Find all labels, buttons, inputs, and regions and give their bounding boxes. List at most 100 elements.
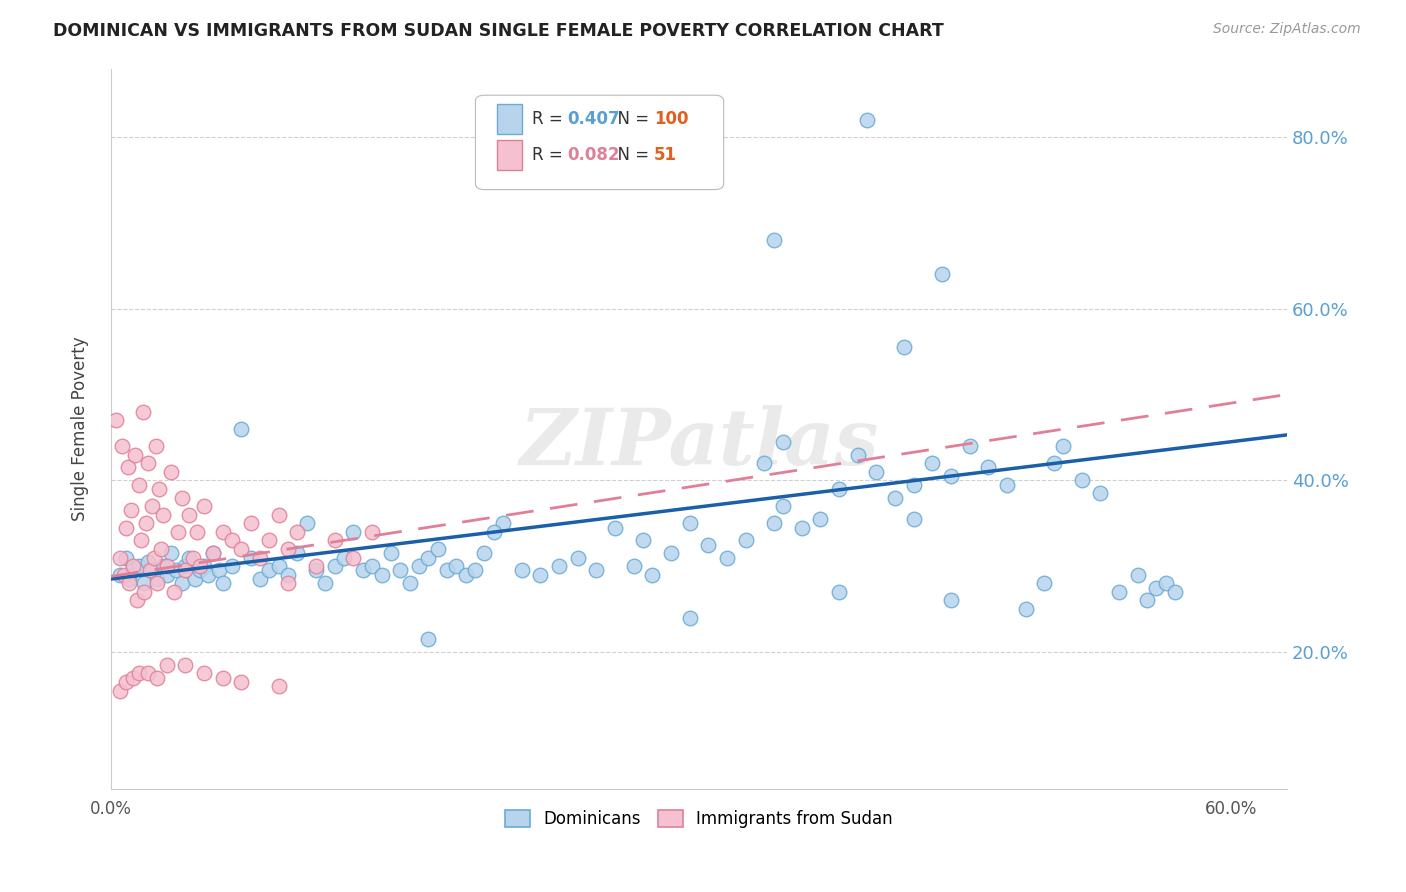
Point bbox=[482, 524, 505, 539]
Point bbox=[603, 520, 626, 534]
Point bbox=[418, 632, 440, 646]
Point bbox=[1070, 474, 1092, 488]
Point bbox=[959, 439, 981, 453]
Point bbox=[408, 559, 430, 574]
Point bbox=[174, 564, 197, 578]
FancyBboxPatch shape bbox=[475, 95, 724, 190]
Point bbox=[389, 564, 412, 578]
Point bbox=[305, 564, 328, 578]
Point bbox=[108, 550, 131, 565]
Point bbox=[114, 675, 136, 690]
Point bbox=[846, 448, 869, 462]
Point bbox=[186, 524, 208, 539]
Point bbox=[211, 576, 233, 591]
Point bbox=[342, 550, 364, 565]
Point bbox=[716, 550, 738, 565]
Point bbox=[231, 422, 253, 436]
Point bbox=[267, 559, 290, 574]
Point bbox=[277, 541, 299, 556]
Point bbox=[202, 546, 225, 560]
Point bbox=[808, 512, 831, 526]
Point bbox=[193, 666, 215, 681]
Point bbox=[631, 533, 654, 548]
Point bbox=[772, 434, 794, 449]
Point bbox=[295, 516, 318, 531]
Point bbox=[112, 567, 135, 582]
Point bbox=[977, 460, 1000, 475]
Point bbox=[193, 559, 215, 574]
Point bbox=[156, 657, 179, 672]
Point bbox=[146, 572, 169, 586]
Point bbox=[659, 546, 682, 560]
Point bbox=[146, 576, 169, 591]
Point bbox=[118, 572, 141, 586]
Point bbox=[146, 671, 169, 685]
Point bbox=[202, 546, 225, 560]
Point bbox=[170, 576, 193, 591]
Point bbox=[221, 533, 243, 548]
Point bbox=[884, 491, 907, 505]
Point bbox=[167, 524, 190, 539]
Point bbox=[124, 448, 146, 462]
Point bbox=[678, 610, 700, 624]
Point bbox=[111, 439, 134, 453]
Point bbox=[903, 512, 925, 526]
Point bbox=[105, 413, 128, 427]
Point bbox=[141, 499, 163, 513]
Point bbox=[939, 469, 962, 483]
Point bbox=[1108, 585, 1130, 599]
Point bbox=[231, 541, 253, 556]
Point bbox=[828, 482, 851, 496]
Point bbox=[156, 559, 179, 574]
Point bbox=[142, 550, 165, 565]
Point bbox=[903, 477, 925, 491]
Point bbox=[249, 572, 271, 586]
Point bbox=[323, 533, 346, 548]
Text: N =: N = bbox=[607, 110, 655, 128]
Point bbox=[114, 550, 136, 565]
Point bbox=[772, 499, 794, 513]
Point bbox=[398, 576, 420, 591]
Point bbox=[108, 567, 131, 582]
Point bbox=[472, 546, 495, 560]
Point bbox=[464, 564, 486, 578]
Point bbox=[856, 113, 879, 128]
Point bbox=[145, 439, 167, 453]
Point bbox=[697, 538, 720, 552]
Point bbox=[1015, 602, 1038, 616]
Point bbox=[492, 516, 515, 531]
Point bbox=[156, 567, 179, 582]
Point bbox=[118, 576, 141, 591]
Point bbox=[128, 477, 150, 491]
Point bbox=[190, 559, 212, 574]
Point bbox=[190, 564, 212, 578]
Point bbox=[995, 477, 1018, 491]
Point bbox=[762, 233, 785, 247]
Point bbox=[136, 555, 159, 569]
Point bbox=[267, 508, 290, 522]
Legend: Dominicans, Immigrants from Sudan: Dominicans, Immigrants from Sudan bbox=[499, 804, 900, 835]
Point bbox=[135, 516, 157, 531]
Point bbox=[179, 508, 201, 522]
FancyBboxPatch shape bbox=[496, 140, 523, 170]
Point bbox=[865, 465, 887, 479]
Point bbox=[128, 559, 150, 574]
Text: ZIPatlas: ZIPatlas bbox=[519, 405, 879, 482]
Point bbox=[454, 567, 477, 582]
Point bbox=[159, 465, 181, 479]
Point bbox=[267, 679, 290, 693]
Point bbox=[548, 559, 571, 574]
Point bbox=[141, 564, 163, 578]
Point bbox=[131, 405, 153, 419]
Point bbox=[1154, 576, 1177, 591]
Point bbox=[117, 460, 139, 475]
Point bbox=[444, 559, 467, 574]
Text: N =: N = bbox=[607, 146, 655, 164]
Point bbox=[828, 585, 851, 599]
Point bbox=[221, 559, 243, 574]
Point bbox=[239, 516, 262, 531]
Point bbox=[567, 550, 589, 565]
Point bbox=[1052, 439, 1074, 453]
Point bbox=[678, 516, 700, 531]
Text: R =: R = bbox=[531, 146, 568, 164]
